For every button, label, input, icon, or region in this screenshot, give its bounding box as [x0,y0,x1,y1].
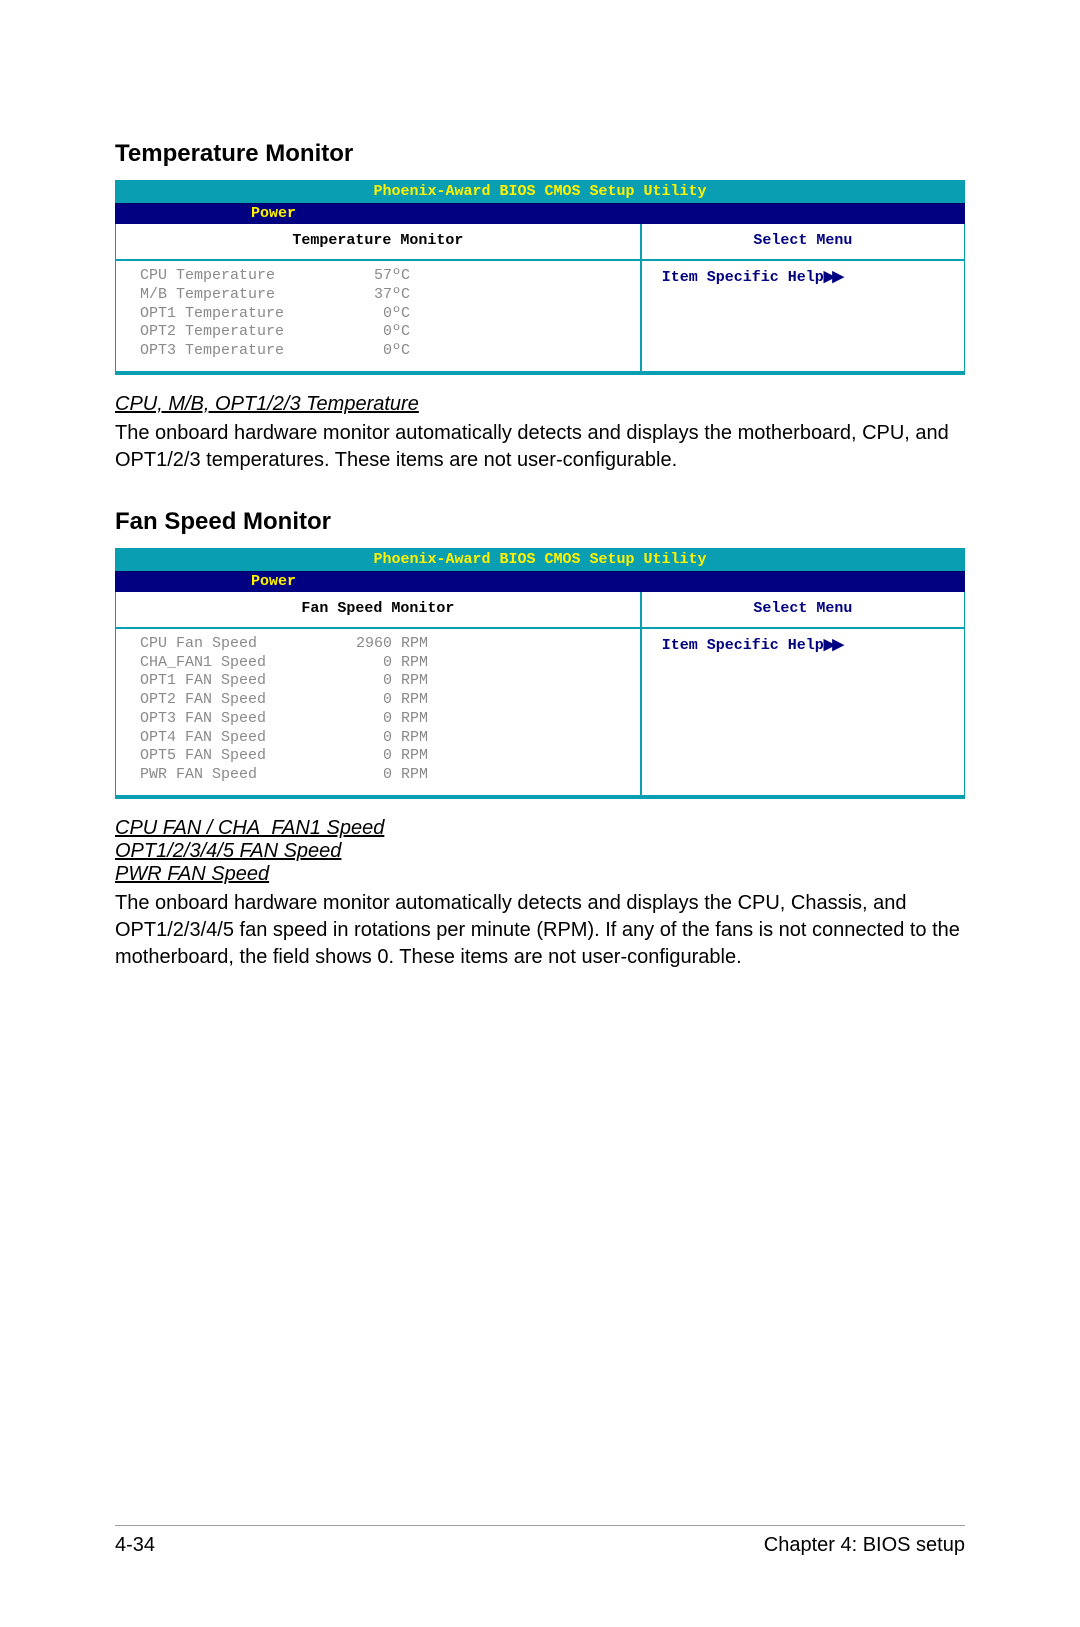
bios-body: Fan Speed Monitor CPU Fan Speed 2960 RPM… [115,592,965,799]
bios-data-row: OPT5 FAN Speed 0 RPM [140,747,630,766]
bios-data-row: OPT2 Temperature 0ºC [140,323,630,342]
sub-heading-fan-1: CPU FAN / CHA_FAN1 Speed [115,817,965,840]
bios-title-bar: Phoenix-Award BIOS CMOS Setup Utility [115,180,965,204]
sub-heading-fan-3: PWR FAN Speed [115,863,965,886]
heading-temperature-monitor: Temperature Monitor [115,140,965,168]
bios-left-header: Fan Speed Monitor [116,592,640,629]
bios-body: Temperature Monitor CPU Temperature 57ºC… [115,224,965,375]
bios-right-header: Select Menu [642,592,964,629]
bios-data-row: OPT2 FAN Speed 0 RPM [140,691,630,710]
bios-data-rows: CPU Temperature 57ºCM/B Temperature 37ºC… [116,261,640,371]
bios-data-row: CHA_FAN1 Speed 0 RPM [140,654,630,673]
bios-panel-temperature: Phoenix-Award BIOS CMOS Setup Utility Po… [115,180,965,375]
bios-left-header: Temperature Monitor [116,224,640,261]
bios-right-column: Select Menu Item Specific Help▶▶ [642,224,964,371]
help-arrow-icon: ▶▶ [824,268,841,285]
bios-tab-row: Power [115,204,965,224]
bios-left-column: Fan Speed Monitor CPU Fan Speed 2960 RPM… [116,592,642,795]
bios-data-rows: CPU Fan Speed 2960 RPMCHA_FAN1 Speed 0 R… [116,629,640,795]
bios-tab-row: Power [115,572,965,592]
bios-data-row: M/B Temperature 37ºC [140,286,630,305]
bios-data-row: CPU Temperature 57ºC [140,267,630,286]
bios-data-row: CPU Fan Speed 2960 RPM [140,635,630,654]
bios-data-row: OPT3 FAN Speed 0 RPM [140,710,630,729]
sub-heading-fan-2: OPT1/2/3/4/5 FAN Speed [115,840,965,863]
footer-page-number: 4-34 [115,1534,155,1557]
bios-data-row: OPT4 FAN Speed 0 RPM [140,729,630,748]
page-footer: 4-34 Chapter 4: BIOS setup [115,1525,965,1557]
bios-help-text: Item Specific Help▶▶ [642,629,964,664]
bios-data-row: OPT1 FAN Speed 0 RPM [140,672,630,691]
bios-right-header: Select Menu [642,224,964,261]
bios-data-row: PWR FAN Speed 0 RPM [140,766,630,785]
bios-right-column: Select Menu Item Specific Help▶▶ [642,592,964,795]
help-label: Item Specific Help [662,269,824,286]
body-text-fan: The onboard hardware monitor automatical… [115,890,965,971]
footer-chapter: Chapter 4: BIOS setup [764,1534,965,1557]
bios-tab-power[interactable]: Power [245,572,302,592]
bios-data-row: OPT3 Temperature 0ºC [140,342,630,361]
body-text-temp: The onboard hardware monitor automatical… [115,420,965,474]
page: Temperature Monitor Phoenix-Award BIOS C… [0,0,1080,1627]
sub-heading-temp: CPU, M/B, OPT1/2/3 Temperature [115,393,965,416]
bios-tab-power[interactable]: Power [245,204,302,224]
heading-fan-speed-monitor: Fan Speed Monitor [115,508,965,536]
bios-panel-fan-speed: Phoenix-Award BIOS CMOS Setup Utility Po… [115,548,965,799]
help-label: Item Specific Help [662,637,824,654]
bios-data-row: OPT1 Temperature 0ºC [140,305,630,324]
help-arrow-icon: ▶▶ [824,636,841,653]
bios-title-bar: Phoenix-Award BIOS CMOS Setup Utility [115,548,965,572]
bios-left-column: Temperature Monitor CPU Temperature 57ºC… [116,224,642,371]
bios-help-text: Item Specific Help▶▶ [642,261,964,296]
